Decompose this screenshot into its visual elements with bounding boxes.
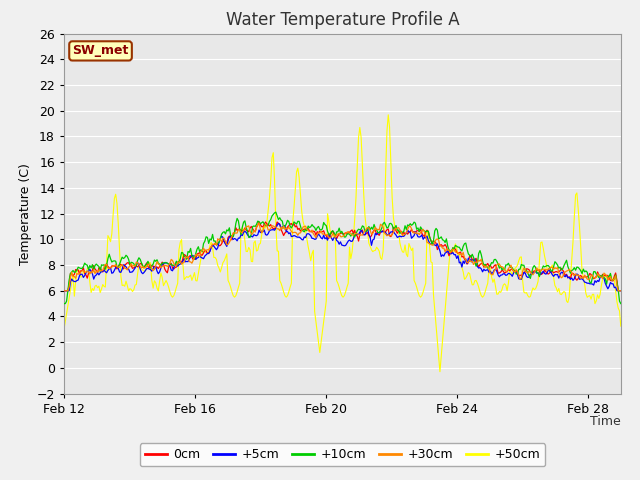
Line: 0cm: 0cm [64, 222, 621, 291]
Line: +50cm: +50cm [64, 115, 621, 372]
Y-axis label: Temperature (C): Temperature (C) [19, 163, 33, 264]
Text: SW_met: SW_met [72, 44, 129, 58]
Line: +30cm: +30cm [64, 223, 621, 291]
Title: Water Temperature Profile A: Water Temperature Profile A [225, 11, 460, 29]
Line: +5cm: +5cm [64, 223, 621, 291]
Legend: 0cm, +5cm, +10cm, +30cm, +50cm: 0cm, +5cm, +10cm, +30cm, +50cm [140, 443, 545, 466]
Text: Time: Time [590, 415, 621, 428]
Line: +10cm: +10cm [64, 212, 621, 304]
